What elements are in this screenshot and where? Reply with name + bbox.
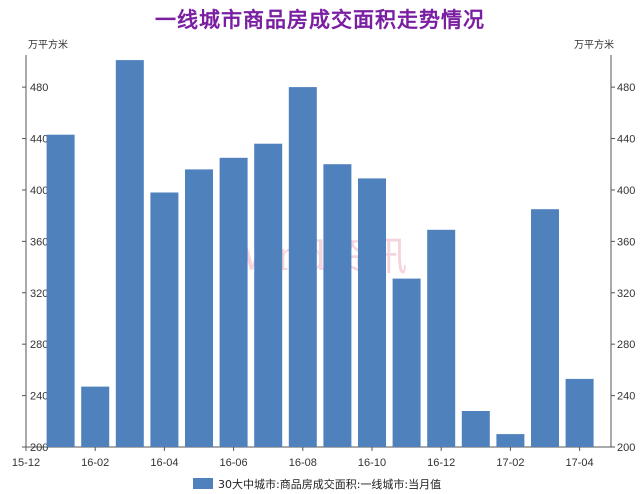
bar	[358, 178, 386, 447]
y-tick-label-left: 320	[30, 288, 48, 300]
y-tick-label-right: 280	[617, 339, 635, 351]
y-tick-label-left: 400	[30, 185, 48, 197]
legend: 30大中城市:商品房成交面积:一线城市:当月值	[193, 477, 441, 491]
bar	[427, 229, 456, 447]
y-tick-label-left: 200	[30, 442, 48, 454]
x-tick-label: 16-08	[289, 457, 317, 469]
y-unit-right: 万平方米	[574, 38, 614, 51]
bar	[219, 157, 248, 448]
x-tick-label: 16-10	[358, 457, 386, 469]
bar	[392, 278, 421, 447]
y-tick-label-right: 360	[617, 236, 635, 248]
x-tick-label: 16-02	[81, 457, 109, 469]
y-tick-label-right: 400	[617, 185, 635, 197]
x-tick-label: 16-04	[150, 457, 178, 469]
bar	[531, 209, 559, 447]
x-tick-label: 16-06	[220, 457, 248, 469]
bar	[323, 164, 352, 447]
y-tick-label-right: 440	[617, 134, 635, 146]
bars-layer	[46, 60, 594, 448]
y-tick-label-right: 320	[617, 288, 635, 300]
chart-title: 一线城市商品房成交面积走势情况	[155, 8, 485, 32]
bar	[81, 386, 110, 447]
y-tick-label-left: 360	[30, 236, 48, 248]
bar	[150, 192, 179, 447]
y-tick-label-right: 480	[617, 82, 635, 94]
x-tick-label: 17-02	[496, 457, 524, 469]
y-tick-label-left: 440	[30, 134, 48, 146]
bar	[288, 87, 317, 447]
x-tick-label: 17-04	[566, 457, 594, 469]
labels-layer: 万平方米 万平方米	[28, 38, 614, 51]
y-tick-label-left: 480	[30, 82, 48, 94]
bar	[496, 434, 525, 447]
bar	[46, 134, 75, 447]
bar	[565, 378, 594, 447]
x-tick-label: 15-12	[12, 457, 40, 469]
y-tick-label-left: 240	[30, 391, 48, 403]
legend-swatch	[193, 478, 213, 489]
legend-label: 30大中城市:商品房成交面积:一线城市:当月值	[218, 477, 441, 491]
y-tick-label-right: 200	[617, 442, 635, 454]
bar	[115, 60, 144, 447]
y-unit-left: 万平方米	[28, 38, 68, 51]
x-tick-label: 16-12	[427, 457, 455, 469]
y-tick-label-left: 280	[30, 339, 48, 351]
bar	[254, 143, 283, 447]
bar	[461, 411, 490, 447]
y-tick-label-right: 240	[617, 391, 635, 403]
bar	[185, 169, 213, 447]
